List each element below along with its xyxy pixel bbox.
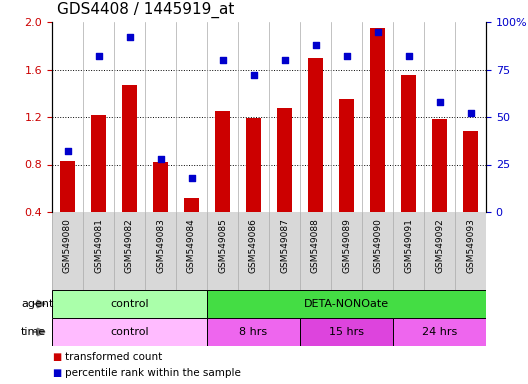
Point bbox=[404, 53, 413, 59]
Bar bbox=[153, 162, 168, 212]
Text: GSM549089: GSM549089 bbox=[342, 218, 351, 273]
Text: GSM549087: GSM549087 bbox=[280, 218, 289, 273]
Text: DETA-NONOate: DETA-NONOate bbox=[304, 299, 389, 309]
Text: GSM549080: GSM549080 bbox=[63, 218, 72, 273]
Text: transformed count: transformed count bbox=[65, 352, 163, 362]
Bar bbox=[300, 318, 393, 346]
Point bbox=[187, 175, 196, 181]
Bar bbox=[246, 118, 261, 212]
Text: GSM549091: GSM549091 bbox=[404, 218, 413, 273]
Bar bbox=[339, 99, 354, 212]
Text: control: control bbox=[110, 299, 149, 309]
Text: GSM549090: GSM549090 bbox=[373, 218, 382, 273]
Text: GSM549092: GSM549092 bbox=[435, 218, 444, 273]
Text: GSM549093: GSM549093 bbox=[466, 218, 475, 273]
Point bbox=[63, 148, 72, 154]
Bar bbox=[52, 318, 207, 346]
Text: ■: ■ bbox=[52, 368, 61, 378]
Text: time: time bbox=[21, 327, 46, 337]
Bar bbox=[277, 108, 293, 212]
Bar bbox=[401, 75, 416, 212]
Bar bbox=[60, 161, 76, 212]
Point bbox=[95, 53, 103, 59]
Text: GSM549082: GSM549082 bbox=[125, 218, 134, 273]
Text: GSM549084: GSM549084 bbox=[187, 218, 196, 273]
Point bbox=[156, 156, 165, 162]
Text: GDS4408 / 1445919_at: GDS4408 / 1445919_at bbox=[57, 2, 234, 18]
Bar bbox=[370, 28, 385, 212]
Text: GSM549085: GSM549085 bbox=[218, 218, 227, 273]
Bar bbox=[207, 318, 300, 346]
Bar bbox=[207, 290, 486, 318]
Text: percentile rank within the sample: percentile rank within the sample bbox=[65, 368, 241, 378]
Text: GSM549086: GSM549086 bbox=[249, 218, 258, 273]
Text: control: control bbox=[110, 327, 149, 337]
Point bbox=[280, 57, 289, 63]
Bar bbox=[393, 318, 486, 346]
Bar bbox=[184, 198, 199, 212]
Bar bbox=[91, 115, 106, 212]
Point bbox=[435, 99, 444, 105]
Bar bbox=[432, 119, 447, 212]
Text: 24 hrs: 24 hrs bbox=[422, 327, 457, 337]
Text: 8 hrs: 8 hrs bbox=[239, 327, 268, 337]
Point bbox=[373, 28, 382, 35]
Bar bbox=[463, 131, 478, 212]
Bar bbox=[308, 58, 323, 212]
Bar bbox=[215, 111, 230, 212]
Point bbox=[218, 57, 227, 63]
Bar bbox=[52, 290, 207, 318]
Text: GSM549088: GSM549088 bbox=[311, 218, 320, 273]
Point bbox=[312, 42, 320, 48]
Text: GSM549081: GSM549081 bbox=[94, 218, 103, 273]
Text: agent: agent bbox=[21, 299, 53, 309]
Point bbox=[466, 110, 475, 116]
Text: GSM549083: GSM549083 bbox=[156, 218, 165, 273]
Text: ■: ■ bbox=[52, 352, 61, 362]
Point bbox=[125, 34, 134, 40]
Point bbox=[342, 53, 351, 59]
Point bbox=[249, 72, 258, 78]
Bar bbox=[122, 85, 137, 212]
Text: 15 hrs: 15 hrs bbox=[329, 327, 364, 337]
